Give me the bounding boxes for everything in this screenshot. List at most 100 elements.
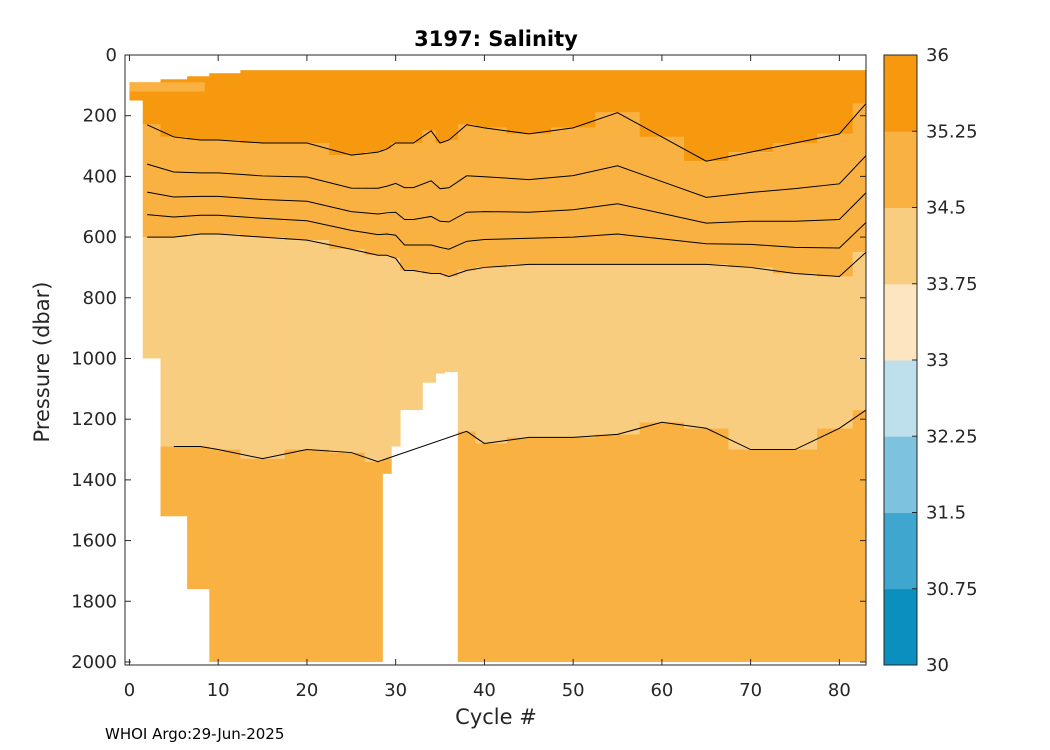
band-deep-34.5-35.25 [284,449,330,662]
band-deep-34.5-35.25 [209,449,241,662]
band-34.5-35.25 [240,143,286,238]
y-tick-label: 1800 [71,591,117,612]
x-tick-label: 20 [295,680,318,701]
band-35.25-36 [364,70,383,153]
colorbar-level-34.5 [884,131,917,208]
colorbar-tick-label: 31.5 [926,503,966,524]
band-35.25-36 [284,70,330,144]
band-34.5-35.25 [817,133,854,277]
band-33.75-34.5 [457,270,477,432]
band-34.5-35.25 [284,143,330,241]
band-35.25-36 [422,70,437,131]
band-deep-34.5-35.25 [187,446,210,590]
band-34.5-35.25 [639,136,685,265]
band-33.75-34.5 [435,273,445,374]
colorbar-level-35.25 [884,55,917,132]
band-34.5-35.25 [209,139,241,235]
band-34.5-35.25 [595,112,641,265]
colorbar-level-30.75 [884,512,917,590]
band-33.75-34.5 [400,270,410,411]
band-deep-34.5-35.25 [852,410,867,662]
band-33.75-34.5 [160,237,188,447]
band-35.25-36 [817,70,854,134]
band-34.5-35.25 [160,136,188,238]
band-deep-34.5-35.25 [772,449,818,662]
band-34.5-35.25 [475,127,508,268]
contour-35.25 [146,103,867,162]
band-deep-34.5-35.25 [329,452,366,662]
contour-34.5 [147,233,867,278]
band-34.5-35.25 [444,139,459,277]
band-33.75-34.5 [382,255,392,459]
band-34.5-35.25 [329,155,366,250]
x-tick-label: 70 [739,680,762,701]
colorbar-level-30 [884,588,917,666]
contour-upper-c [147,214,867,250]
band-deep-34.5-35.25 [240,458,286,662]
colorbar-tick-label: 32.25 [926,426,978,447]
band-34.5-35.25 [435,143,445,274]
x-tick-label: 60 [650,680,673,701]
band-33.75-34.5 [284,240,330,450]
band-33.75-34.5 [550,264,596,438]
band-33.75-34.5 [728,267,774,450]
colorbar: 30 30.75 31.5 32.25 33 33.75 34.5 35.25 36 [883,45,978,676]
band-33.75-34.5 [240,237,286,459]
band-33.75-34.5 [422,273,437,383]
band-34.5-35.25 [506,133,552,265]
surface-fresh-patch [129,82,205,92]
y-axis-label: Pressure (dbar) [30,282,54,443]
band-33.75-34.5 [772,273,818,450]
contour-upper-b [147,191,867,224]
band-35.25-36 [391,70,401,144]
band-deep-34.5-35.25 [506,437,552,662]
band-35.25-36 [457,70,477,125]
x-tick-label: 50 [562,680,585,701]
band-35.25-36 [329,70,366,156]
x-tick-label: 80 [828,680,851,701]
colorbar-level-31.5 [884,436,917,513]
band-33.75-34.5 [209,234,241,450]
y-tick-label: 1400 [71,470,117,491]
plot-frame [124,54,867,666]
band-35.25-36 [595,70,641,113]
band-33.75-34.5 [408,270,423,411]
band-35.25-36 [506,70,552,134]
band-34.5-35.25 [364,152,383,256]
band-33.75-34.5 [142,237,161,359]
band-35.25-36 [209,73,241,140]
band-35.25-36 [728,70,774,153]
band-33.75-34.5 [475,267,508,444]
colorbar-tick-label: 35.25 [926,121,978,142]
band-35.25-36 [550,70,596,128]
band-33.75-34.5 [444,276,459,373]
band-deep-34.5-35.25 [684,428,729,662]
y-tick-label: 600 [83,227,117,248]
band-35.25-36 [772,70,818,144]
band-35.25-36 [142,82,161,125]
band-35.25-36 [475,70,508,128]
colorbar-tick-label: 33 [926,350,949,371]
band-34.5-35.25 [391,143,401,259]
band-34.5-35.25 [684,161,729,265]
y-tick-label: 1200 [71,409,117,430]
band-34.5-35.25 [550,127,596,265]
colorbar-tick-label: 30.75 [926,579,978,600]
x-axis-label: Cycle # [455,705,537,729]
band-34.5-35.25 [728,152,774,268]
contour-upper-a [147,155,867,198]
band-34.5-35.25 [457,124,477,271]
band-33.75-34.5 [329,249,366,453]
band-33.75-34.5 [187,234,210,447]
band-35.25-36 [639,70,685,137]
colorbar-tick-label: 30 [926,655,949,676]
y-axis: 0 200 400 600 800 1000 1200 1400 1600 1800 2000 [71,45,866,673]
colorbar-level-33.75 [884,207,917,285]
x-tick-label: 30 [384,680,407,701]
band-34.5-35.25 [772,143,818,274]
band-35.25-36 [684,70,729,162]
band-34.5-35.25 [852,103,867,253]
band-deep-34.5-35.25 [364,461,383,662]
band-35.25-36 [435,70,445,144]
band-33.75-34.5 [391,258,401,447]
